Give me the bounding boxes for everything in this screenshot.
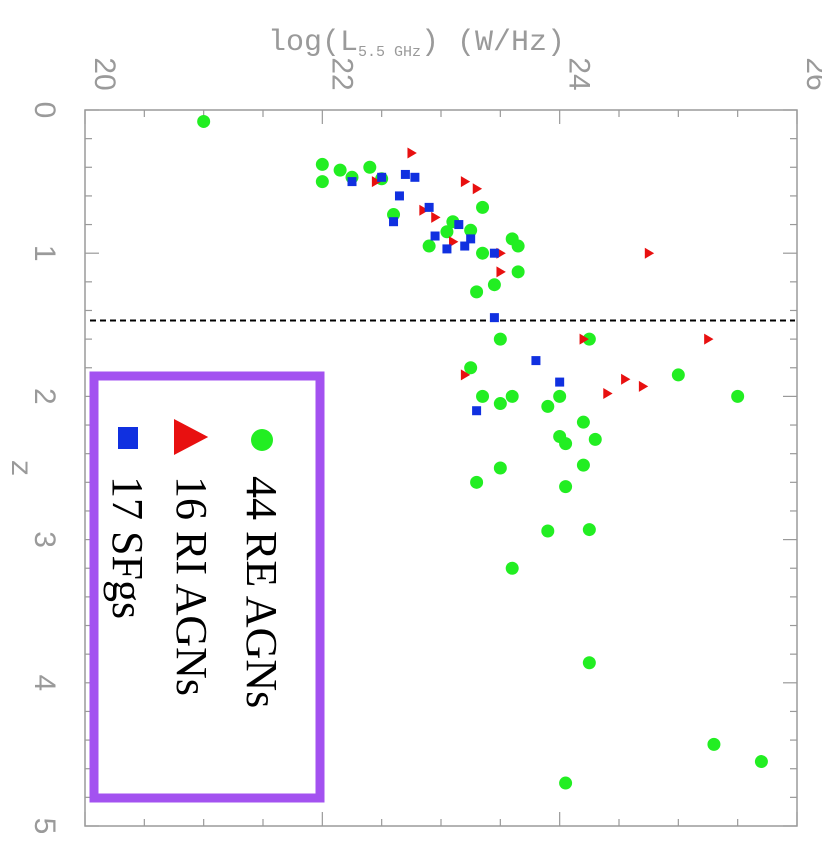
data-point-triangle — [419, 204, 429, 216]
data-point-circle — [541, 524, 555, 538]
data-point-circle — [576, 415, 590, 429]
data-point-circle — [559, 480, 573, 494]
data-point-triangle — [644, 247, 655, 259]
data-point-square — [489, 248, 499, 258]
data-point-circle — [754, 755, 768, 769]
data-point-triangle — [407, 147, 417, 159]
data-point-circle — [464, 361, 478, 375]
data-point-circle — [511, 265, 525, 279]
legend-label: 17 SFgs — [103, 476, 152, 619]
data-point-triangle — [472, 183, 483, 195]
data-point-square — [454, 220, 464, 230]
z-tick-label: 4 — [28, 674, 61, 691]
data-point-circle — [422, 239, 436, 253]
data-point-circle — [576, 458, 590, 472]
data-point-circle — [505, 561, 519, 575]
data-point-circle — [671, 368, 685, 382]
data-point-circle — [464, 223, 478, 237]
data-point-circle — [470, 285, 484, 299]
data-point-triangle — [638, 380, 649, 392]
data-point-triangle — [371, 176, 382, 188]
data-point-circle — [363, 160, 377, 174]
data-point-square — [424, 202, 434, 212]
z-tick-label: 5 — [28, 818, 61, 835]
data-point-circle — [588, 432, 602, 446]
data-point-circle — [440, 225, 454, 239]
data-point-square — [389, 217, 399, 227]
data-point-circle — [511, 239, 525, 253]
y-axis-label-end: ) (W/Hz) — [421, 26, 565, 60]
data-point-square — [442, 244, 452, 254]
data-point-circle — [707, 737, 721, 751]
data-point-circle — [197, 114, 211, 128]
z-tick-label: 1 — [28, 245, 61, 262]
legend-label: 44 RE AGNs — [237, 476, 286, 708]
lum-tick-label: 20 — [88, 57, 121, 90]
data-point-circle — [333, 163, 347, 177]
legend-marker-square — [118, 427, 138, 449]
data-point-square — [460, 241, 470, 251]
data-point-circle — [493, 397, 507, 411]
data-point-square — [472, 406, 482, 416]
data-point-triangle — [460, 369, 471, 381]
data-point-circle — [470, 475, 484, 489]
data-point-square — [531, 356, 541, 366]
y-axis-label-main: log(L — [268, 26, 358, 60]
data-point-square — [410, 172, 420, 182]
data-points — [197, 114, 768, 790]
data-point-triangle — [621, 373, 631, 385]
data-point-circle — [559, 437, 573, 451]
data-point-circle — [582, 656, 596, 670]
legend-entry: 44 RE AGNs — [237, 429, 286, 708]
legend-entry: 17 SFgs — [103, 427, 152, 619]
x-axis-label: z — [2, 459, 36, 477]
data-point-triangle — [704, 333, 714, 345]
legend-entry: 16 RI AGNs — [167, 419, 216, 696]
data-point-circle — [731, 389, 745, 403]
data-point-circle — [493, 461, 507, 475]
lum-tick-label: 22 — [325, 57, 358, 90]
data-point-triangle — [579, 333, 589, 345]
data-point-circle — [476, 200, 490, 214]
data-point-circle — [541, 399, 555, 413]
y-axis-label-subscript: 5.5 GHz — [358, 44, 421, 61]
data-point-triangle — [460, 176, 471, 188]
data-point-circle — [559, 776, 573, 790]
legend-marker-circle — [251, 429, 273, 451]
tick-labels: 0 1 2 3 4 5 20 22 24 26 — [28, 57, 822, 834]
lum-tick-label: 26 — [800, 57, 822, 90]
data-point-circle — [315, 157, 329, 171]
data-point-circle — [505, 389, 519, 403]
data-point-square — [489, 313, 499, 323]
z-tick-label: 2 — [28, 388, 61, 405]
data-point-square — [430, 231, 440, 241]
data-point-triangle — [431, 211, 441, 223]
data-point-triangle — [496, 266, 506, 278]
plot-frame — [84, 109, 798, 827]
legend-label: 16 RI AGNs — [167, 476, 216, 696]
z-tick-label: 3 — [28, 531, 61, 548]
z-tick-label: 0 — [28, 102, 61, 119]
data-point-circle — [487, 278, 501, 292]
lum-tick-label: 24 — [563, 57, 596, 90]
data-point-circle — [493, 332, 507, 346]
data-point-circle — [315, 175, 329, 189]
data-point-square — [347, 177, 357, 187]
data-point-triangle — [603, 388, 613, 400]
data-point-circle — [582, 332, 596, 346]
data-point-circle — [553, 389, 567, 403]
data-point-circle — [582, 523, 596, 537]
data-point-square — [394, 191, 404, 201]
legend: 44 RE AGNs 16 RI AGNs 17 SFgs — [89, 371, 325, 803]
data-point-square — [400, 169, 410, 179]
data-point-circle — [476, 246, 490, 260]
data-point-square — [377, 172, 387, 182]
data-point-square — [555, 377, 565, 387]
data-point-circle — [476, 389, 490, 403]
y-axis-label: log(L5.5 GHz) (W/Hz) — [268, 26, 565, 61]
legend-marker-triangle — [174, 419, 209, 455]
data-point-square — [466, 234, 476, 244]
